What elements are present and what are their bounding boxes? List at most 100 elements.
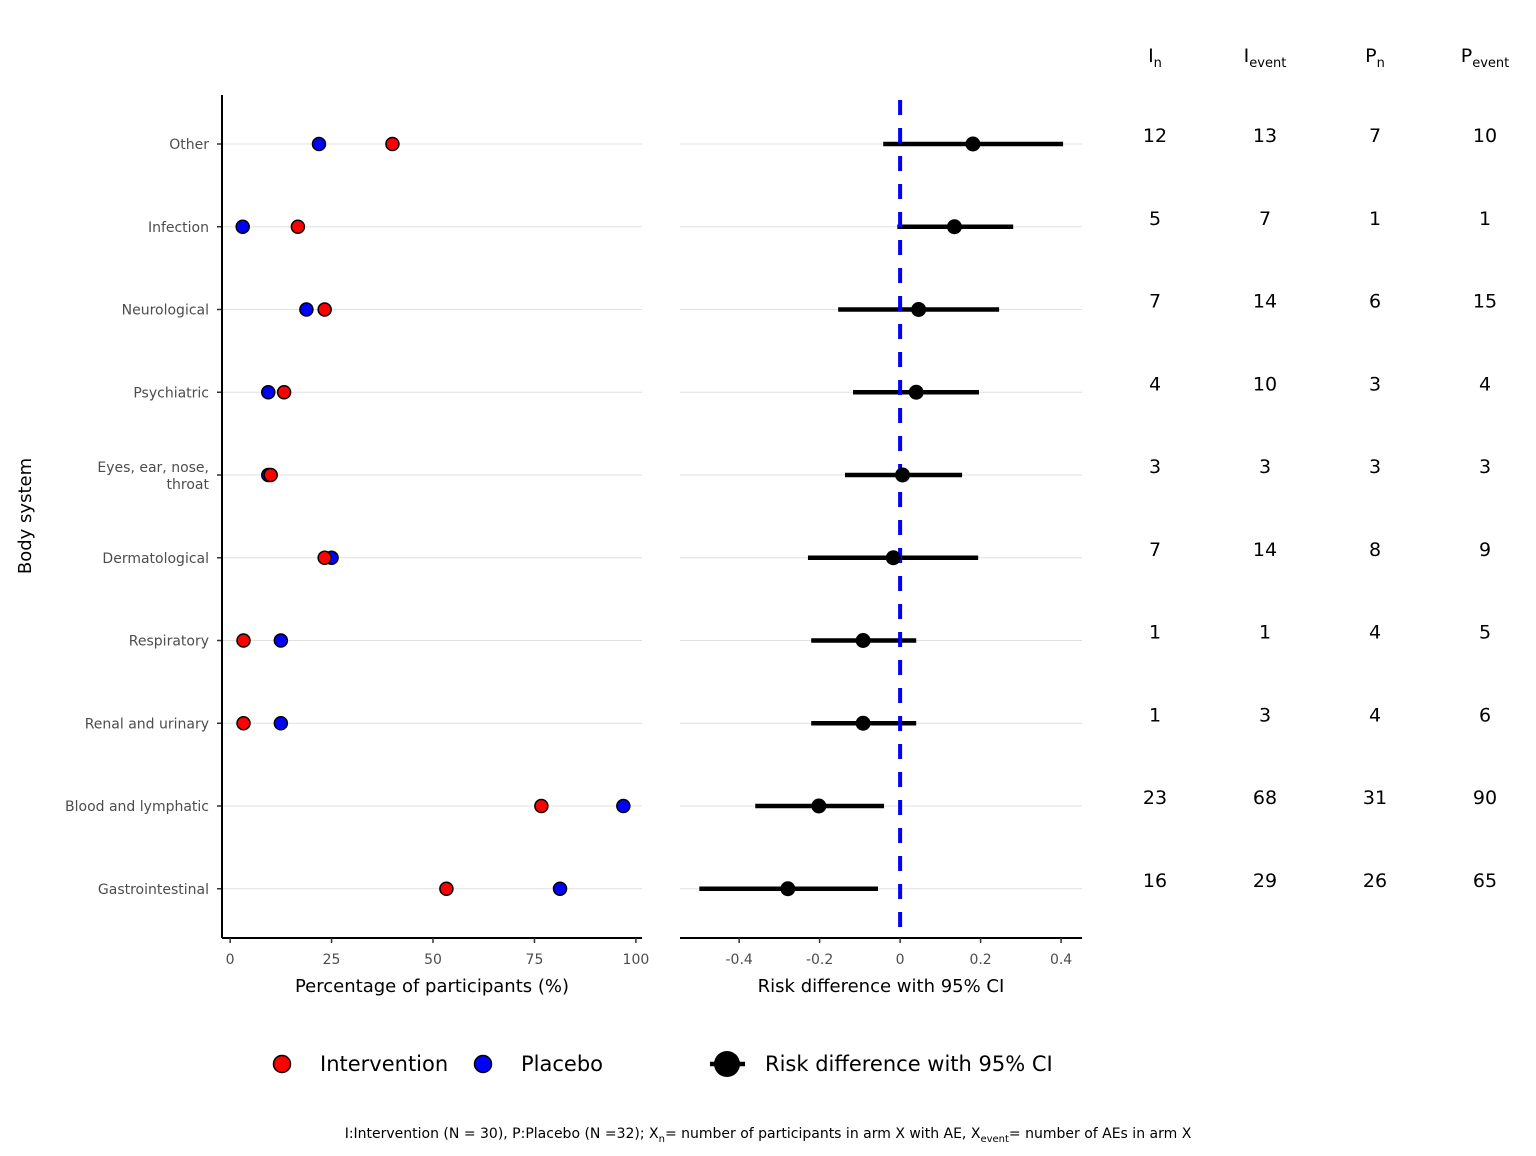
table-header-main: I <box>1244 45 1250 67</box>
x-axis-title-right: Risk difference with 95% CI <box>758 976 1005 997</box>
table-header-main: I <box>1148 45 1154 67</box>
table-cell: 4 <box>1369 704 1381 726</box>
table-cell: 10 <box>1253 373 1277 395</box>
table-cell: 3 <box>1369 456 1381 478</box>
y-tick-label: Blood and lymphatic <box>65 799 209 815</box>
risk-difference-point <box>965 136 981 152</box>
risk-difference-point <box>908 384 924 400</box>
point-intervention <box>290 219 306 234</box>
table-header-sub: event <box>1249 56 1286 71</box>
point-placebo <box>273 716 289 731</box>
table-cell: 3 <box>1149 456 1161 478</box>
table-header: Ievent <box>1244 45 1287 71</box>
y-tick-label: Neurological <box>122 303 209 319</box>
table-cell: 7 <box>1259 208 1271 230</box>
point-placebo <box>311 136 327 152</box>
table-cell: 15 <box>1473 291 1497 313</box>
table-cell: 65 <box>1473 870 1497 892</box>
table-cell: 1 <box>1149 704 1161 726</box>
y-tick-label: Renal and urinary <box>85 716 209 732</box>
risk-difference-point <box>811 798 827 814</box>
legend-label-risk-difference: Risk difference with 95% CI <box>765 1052 1053 1076</box>
y-tick-label-line: throat <box>167 477 210 493</box>
x-tick-label-right: 0.2 <box>969 952 991 968</box>
legend-key-intervention <box>272 1054 292 1074</box>
table-cell: 13 <box>1253 125 1277 147</box>
table-cell: 68 <box>1253 787 1277 809</box>
point-placebo <box>235 219 250 234</box>
footnote-part: = number of participants in arm X with A… <box>665 1126 981 1142</box>
table-header: Pevent <box>1461 45 1510 71</box>
risk-difference-point <box>780 881 796 897</box>
point-intervention <box>236 633 251 648</box>
table-cell: 1 <box>1369 208 1381 230</box>
y-tick-label: Eyes, ear, nose, throat <box>97 460 209 493</box>
table-cell: 12 <box>1143 125 1167 147</box>
risk-difference-point <box>855 633 871 648</box>
table-cell: 29 <box>1253 870 1277 892</box>
y-tick-label: Other <box>169 137 209 153</box>
legend-label-intervention: Intervention <box>320 1052 448 1076</box>
point-intervention <box>317 302 332 317</box>
footnote-part: event <box>980 1134 1009 1145</box>
table-cell: 6 <box>1479 704 1491 726</box>
point-intervention <box>236 716 251 731</box>
risk-difference-point <box>855 715 871 731</box>
point-placebo <box>299 302 314 317</box>
table-cell: 14 <box>1253 539 1277 561</box>
point-intervention <box>439 881 454 896</box>
point-intervention <box>385 136 400 152</box>
table-cell: 8 <box>1369 539 1381 561</box>
table-cell: 16 <box>1143 870 1167 892</box>
risk-difference-point <box>895 467 911 483</box>
x-axis-title-left: Percentage of participants (%) <box>295 976 569 997</box>
x-tick-label-right: -0.2 <box>806 952 833 968</box>
footnote: I:Intervention (N = 30), P:Placebo (N =3… <box>345 1126 1192 1145</box>
y-tick-label: Respiratory <box>129 634 209 650</box>
table-cell: 26 <box>1363 870 1387 892</box>
y-tick-label-line: Eyes, ear, nose, <box>97 460 209 476</box>
y-tick-label: Gastrointestinal <box>98 882 209 898</box>
table-cell: 1 <box>1259 622 1271 644</box>
table-cell: 3 <box>1259 704 1271 726</box>
x-tick-label-left: 100 <box>623 952 650 968</box>
table-cell: 4 <box>1479 373 1491 395</box>
legend-key-ci-point <box>714 1051 740 1077</box>
table-cell: 7 <box>1149 291 1161 313</box>
y-tick-label: Psychiatric <box>133 385 209 401</box>
table-cell: 31 <box>1363 787 1387 809</box>
point-intervention <box>276 385 292 400</box>
x-tick-label-right: 0.4 <box>1050 952 1072 968</box>
risk-difference-point <box>946 219 962 235</box>
x-tick-label-left: 50 <box>424 952 442 968</box>
point-placebo <box>261 385 276 400</box>
footnote-part: = number of AEs in arm X <box>1009 1126 1192 1142</box>
table-cell: 1 <box>1479 208 1491 230</box>
point-intervention <box>534 798 549 814</box>
table-cell: 6 <box>1369 291 1381 313</box>
x-tick-label-left: 0 <box>226 952 235 968</box>
y-tick-label: Infection <box>148 220 209 236</box>
legend-label-placebo: Placebo <box>521 1052 603 1076</box>
table-cell: 5 <box>1149 208 1161 230</box>
risk-difference-point <box>885 550 901 566</box>
footnote-part: I:Intervention (N = 30), P:Placebo (N =3… <box>345 1126 659 1142</box>
table-cell: 9 <box>1479 539 1491 561</box>
table-header-main: P <box>1461 45 1472 67</box>
table-cell: 3 <box>1369 373 1381 395</box>
point-placebo <box>273 633 289 648</box>
footnote-part: n <box>659 1134 665 1145</box>
table-cell: 10 <box>1473 125 1497 147</box>
table-cell: 3 <box>1479 456 1491 478</box>
table-cell: 23 <box>1143 787 1167 809</box>
table-cell: 1 <box>1149 622 1161 644</box>
table-header-sub: event <box>1472 56 1509 71</box>
table-header-main: P <box>1365 45 1376 67</box>
table-header: Pn <box>1365 45 1385 71</box>
x-tick-label-left: 75 <box>526 952 544 968</box>
table-header-sub: n <box>1377 56 1385 71</box>
x-tick-label-right: -0.4 <box>725 952 752 968</box>
y-tick-label: Dermatological <box>102 551 209 567</box>
table-cell: 90 <box>1473 787 1497 809</box>
